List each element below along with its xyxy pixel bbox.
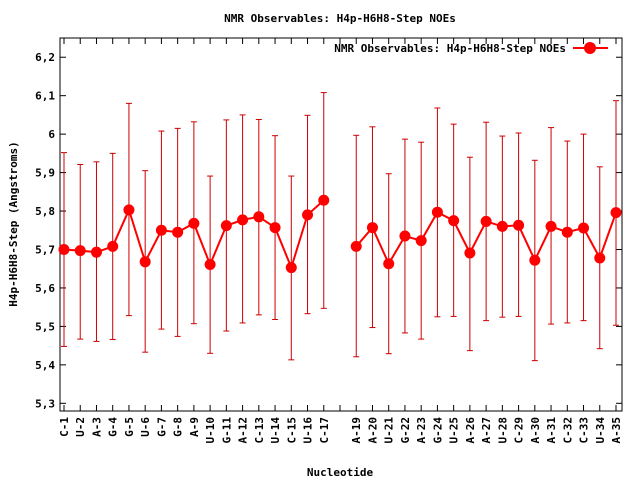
data-point [610, 207, 622, 219]
x-tick-label: G-4 [107, 417, 120, 437]
x-tick-label: A-27 [480, 417, 493, 444]
data-point [529, 254, 541, 266]
data-point [496, 220, 508, 232]
data-point [578, 222, 590, 234]
data-point [366, 222, 378, 234]
x-tick-label: U-25 [448, 417, 461, 444]
chart-title: NMR Observables: H4p-H6H8-Step NOEs [224, 12, 456, 25]
plot-frame [59, 37, 623, 412]
data-point [237, 214, 249, 226]
data-point [415, 235, 427, 247]
data-point [480, 215, 492, 227]
data-point [561, 226, 573, 238]
series-points [58, 194, 622, 274]
y-tick-label: 6,1 [35, 90, 55, 103]
x-tick-label: A-23 [415, 417, 428, 444]
x-axis-label: Nucleotide [307, 466, 374, 479]
y-tick-label: 5,4 [35, 359, 55, 372]
x-tick-label: G-8 [172, 417, 185, 437]
data-point [253, 211, 265, 223]
data-point [350, 240, 362, 252]
data-point [448, 215, 460, 227]
y-axis-label: H4p-H6H8-Step (Angstroms) [7, 141, 20, 307]
x-tick-label: C-13 [253, 417, 266, 444]
data-point [107, 240, 119, 252]
data-point [90, 246, 102, 258]
y-axis: 5,3 5,4 5,5 5,6 5,7 5,8 5,9 6 6,1 6,2 [35, 51, 622, 410]
x-tick-label: C-17 [318, 417, 331, 444]
x-tick-label: A-20 [366, 417, 379, 444]
x-tick-label: G-11 [220, 417, 233, 444]
y-tick-label: 5,8 [35, 205, 55, 218]
x-tick-label: G-24 [431, 417, 444, 444]
y-tick-label: 5,9 [35, 167, 55, 180]
data-point [513, 219, 525, 231]
x-tick-label: A-12 [237, 417, 250, 444]
x-tick-label: U-6 [139, 417, 152, 437]
x-tick-label: U-21 [383, 417, 396, 444]
data-point [302, 209, 314, 221]
data-point [594, 252, 606, 264]
data-point [58, 243, 70, 255]
data-point [74, 245, 86, 257]
y-tick-label: 6,2 [35, 51, 55, 64]
x-tick-label: G-7 [155, 417, 168, 437]
x-tick-label: C-1 [58, 417, 71, 437]
x-tick-label: C-33 [578, 417, 591, 444]
y-tick-label: 5,7 [35, 243, 55, 256]
y-tick-label: 5,5 [35, 320, 55, 333]
y-tick-label: 5,6 [35, 282, 55, 295]
y-tick-label: 5,3 [35, 397, 55, 410]
x-tick-label: U-14 [269, 417, 282, 444]
x-tick-label: G-22 [399, 417, 412, 444]
data-point [383, 258, 395, 270]
x-axis: C-1 U-2 A-3 G-4 G-5 U-6 G-7 G-8 A-9 U-10 G-11 A-12 C… [58, 38, 623, 444]
x-tick-label: A-35 [610, 417, 623, 444]
x-tick-label: U-16 [302, 417, 315, 444]
data-point [188, 217, 200, 229]
legend-label: NMR Observables: H4p-H6H8-Step NOEs [334, 42, 566, 55]
error-bars [61, 92, 619, 362]
data-point [155, 224, 167, 236]
x-tick-label: C-15 [285, 417, 298, 444]
x-tick-label: A-3 [90, 417, 103, 437]
data-point [285, 262, 297, 274]
data-point [545, 220, 557, 232]
legend-marker [584, 42, 596, 54]
legend: NMR Observables: H4p-H6H8-Step NOEs [334, 42, 608, 55]
data-point [172, 226, 184, 238]
x-tick-label: U-28 [496, 417, 509, 444]
y-tick-label: 6 [48, 128, 55, 141]
data-point [139, 256, 151, 268]
data-point [464, 247, 476, 259]
data-point [269, 222, 281, 234]
x-tick-label: C-29 [513, 417, 526, 444]
data-point [318, 194, 330, 206]
data-point [220, 220, 232, 232]
data-point [204, 258, 216, 270]
x-tick-label: G-5 [123, 417, 136, 437]
x-tick-label: A-26 [464, 417, 477, 444]
x-tick-label: A-9 [188, 417, 201, 437]
x-tick-label: U-34 [594, 417, 607, 444]
x-tick-label: U-2 [74, 417, 87, 437]
data-point [399, 230, 411, 242]
x-tick-label: U-10 [204, 417, 217, 444]
x-tick-label: A-19 [350, 417, 363, 444]
x-tick-label: A-30 [529, 417, 542, 444]
x-tick-label: C-32 [561, 417, 574, 444]
x-tick-label: A-31 [545, 417, 558, 444]
data-point [123, 204, 135, 216]
data-point [431, 206, 443, 218]
